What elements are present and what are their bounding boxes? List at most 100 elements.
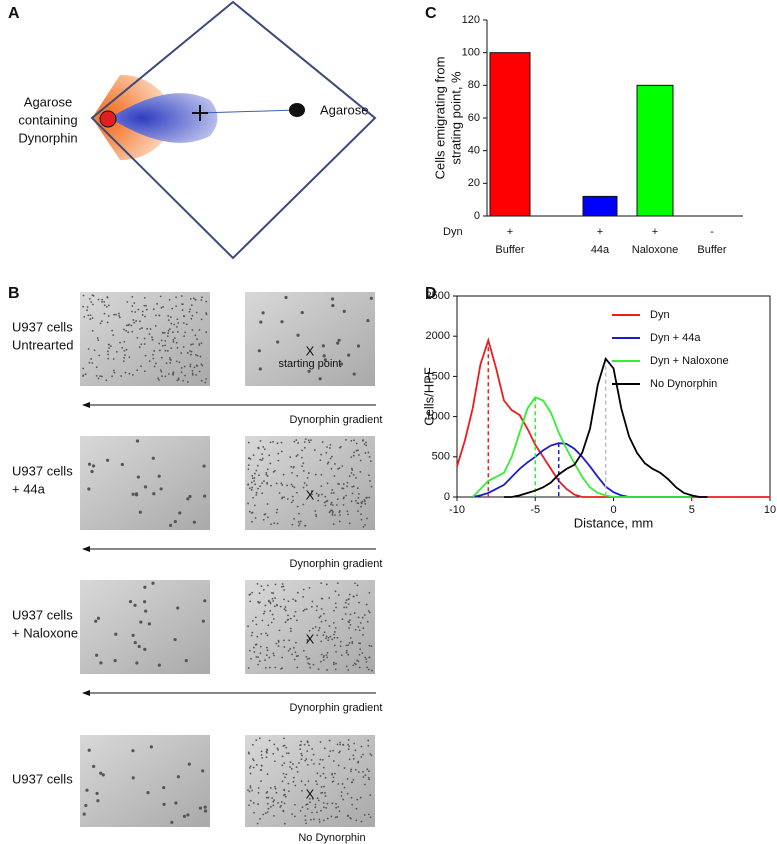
- cell: [255, 623, 258, 626]
- cell: [299, 748, 302, 750]
- cell: [165, 362, 168, 365]
- cell: [178, 361, 181, 364]
- cell: [105, 305, 108, 308]
- cell: [305, 484, 308, 487]
- cell: [189, 349, 191, 352]
- cell: [317, 499, 320, 502]
- cell: [280, 482, 283, 485]
- cell: [253, 472, 256, 475]
- cell: [290, 501, 293, 504]
- cell: [101, 300, 103, 303]
- cell: [355, 499, 357, 502]
- cell: [270, 523, 272, 526]
- cell: [252, 802, 255, 804]
- cell: [159, 487, 163, 491]
- cell: [248, 457, 251, 459]
- cell: [276, 522, 279, 525]
- cell: [258, 474, 260, 477]
- cell: [348, 475, 351, 478]
- cell: [202, 464, 206, 468]
- cell: [352, 372, 356, 376]
- cell: [148, 333, 151, 335]
- cell: [328, 755, 330, 758]
- cell: [266, 748, 268, 751]
- cell: [136, 369, 139, 372]
- cell: [97, 339, 100, 342]
- cell: [191, 372, 194, 375]
- cell: [192, 520, 196, 524]
- cell: [280, 804, 282, 807]
- cell: [303, 441, 306, 443]
- cell: [310, 759, 313, 761]
- cell: [332, 780, 335, 783]
- cell: [360, 513, 362, 516]
- cell: [278, 629, 281, 632]
- cell: [337, 805, 340, 808]
- cell: [289, 648, 292, 650]
- cell: [364, 523, 366, 526]
- cell: [97, 377, 100, 380]
- cell: [276, 603, 278, 606]
- cell: [292, 780, 295, 783]
- cell: [342, 309, 346, 313]
- cell: [106, 350, 109, 353]
- cell: [314, 803, 317, 806]
- cell: [364, 502, 367, 505]
- cell: [299, 744, 301, 747]
- cell: [369, 480, 371, 482]
- cell: [334, 590, 337, 593]
- cell: [266, 634, 269, 637]
- cell: [131, 374, 134, 376]
- cell: [255, 494, 258, 496]
- cell: [151, 338, 154, 341]
- cell: [249, 785, 252, 787]
- cell: [335, 504, 338, 506]
- cell: [352, 778, 355, 781]
- cell: [200, 342, 203, 345]
- cell: [261, 453, 264, 455]
- cell: [347, 815, 349, 818]
- cell: [332, 776, 335, 779]
- legend-label: Dyn + Naloxone: [650, 355, 729, 367]
- cell: [251, 631, 254, 634]
- cell: [250, 488, 253, 491]
- cell: [256, 635, 259, 638]
- cell: [162, 306, 164, 308]
- cell: [315, 492, 318, 495]
- cell: [151, 456, 155, 460]
- cell: [186, 813, 190, 817]
- cell: [306, 764, 309, 766]
- cell: [320, 620, 323, 623]
- cell: [281, 764, 284, 767]
- cell: [344, 601, 347, 604]
- cell: [190, 343, 193, 346]
- cell: [92, 294, 95, 297]
- cell: [268, 656, 271, 659]
- cell: [286, 498, 289, 500]
- cell: [292, 776, 295, 779]
- cell: [296, 619, 298, 622]
- cell: [345, 651, 348, 654]
- cell: [271, 597, 274, 600]
- cell: [345, 606, 348, 609]
- cell: [352, 595, 355, 598]
- cell: [203, 494, 207, 498]
- cell: [307, 472, 310, 474]
- cell: [366, 620, 369, 623]
- cell: [261, 619, 264, 622]
- legend-label: Dyn: [650, 309, 670, 321]
- cell: [86, 309, 89, 312]
- cell: [177, 377, 180, 380]
- cell: [125, 329, 128, 332]
- cell: [273, 814, 275, 817]
- cell: [276, 442, 279, 445]
- start-marker: X: [306, 631, 315, 646]
- cell: [347, 669, 350, 671]
- cell: [133, 321, 136, 324]
- y-tick-label: 0: [444, 491, 450, 503]
- cell: [272, 752, 275, 755]
- cell: [173, 519, 177, 524]
- cell: [182, 315, 185, 317]
- cell: [316, 797, 319, 800]
- cell: [320, 640, 323, 643]
